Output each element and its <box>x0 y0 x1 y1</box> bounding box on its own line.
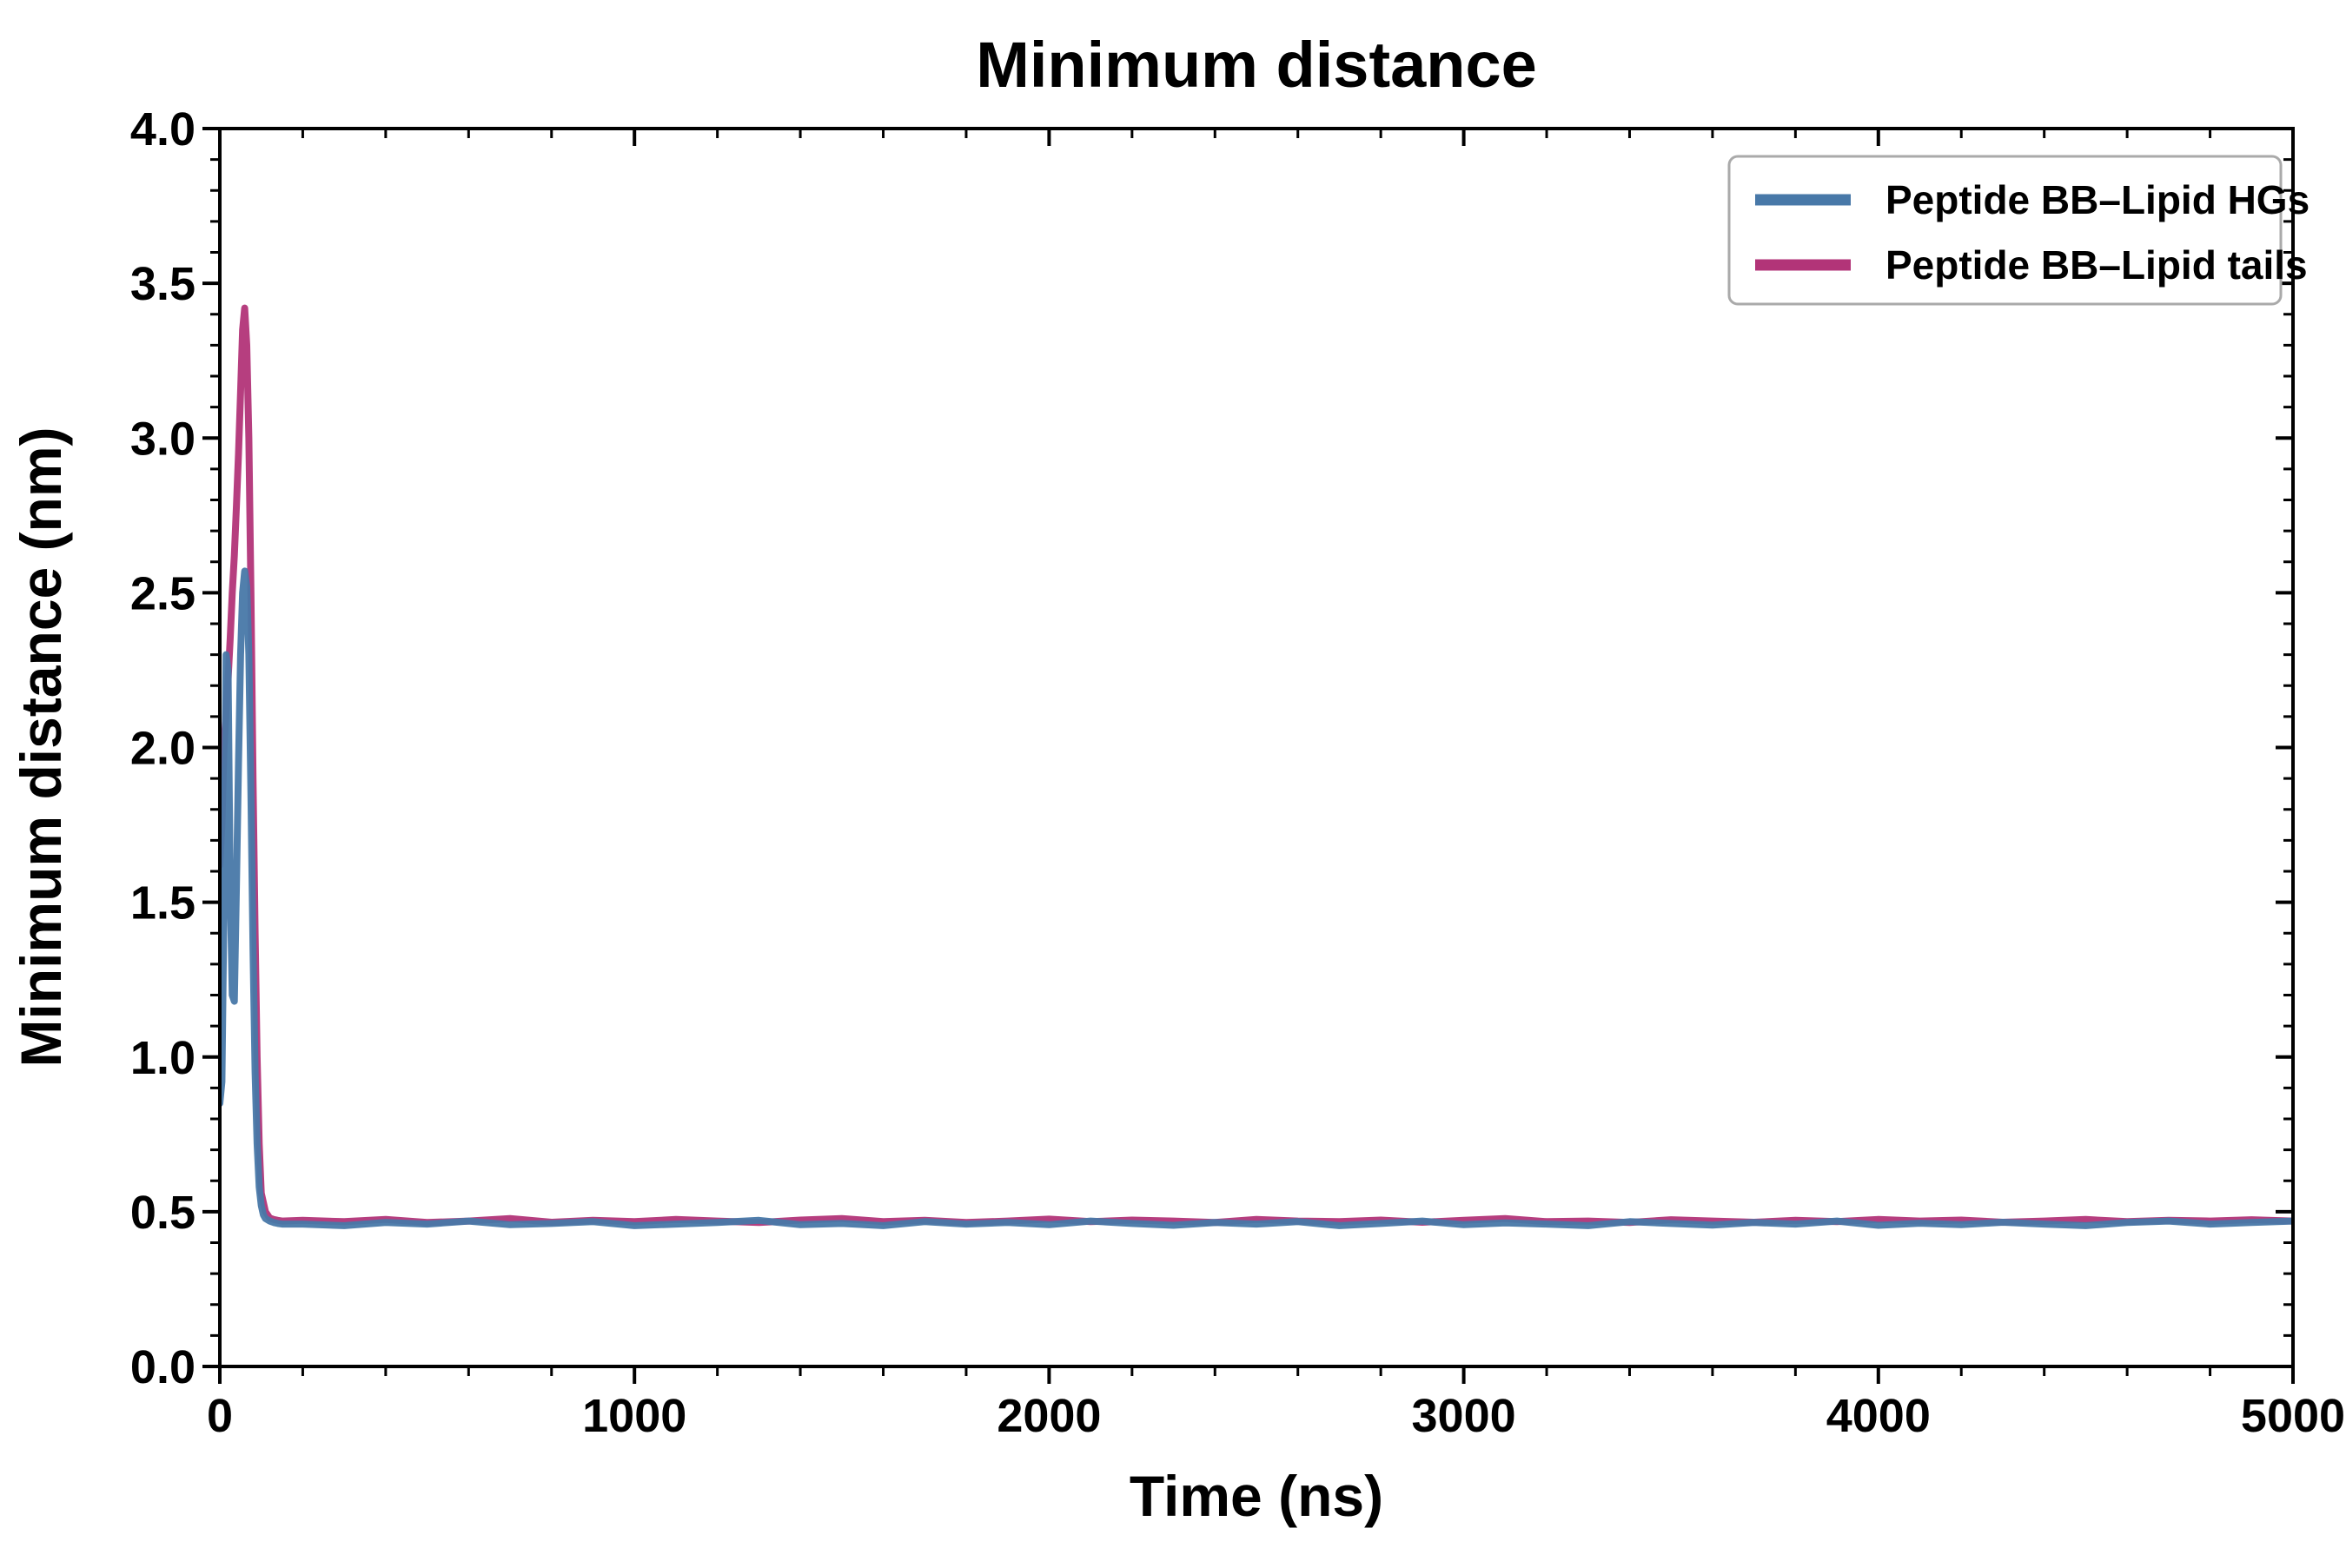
data-series-layer <box>220 304 2293 1229</box>
legend-label-hgs: Peptide BB–Lipid HGs <box>1885 177 2310 222</box>
y-tick-label: 4.0 <box>130 103 196 155</box>
axis-ticks <box>202 127 2295 1384</box>
y-tick-label: 1.5 <box>130 877 196 930</box>
x-tick-label: 1000 <box>582 1390 686 1442</box>
legend-label-tails: Peptide BB–Lipid tails <box>1885 242 2308 288</box>
y-tick-label: 2.0 <box>130 723 196 775</box>
tick-labels: 0 1000 2000 3000 4000 5000 0.0 0.5 1.0 1.5 2.0 2.5 3… <box>130 103 2345 1442</box>
x-tick-label: 2000 <box>997 1390 1101 1442</box>
y-tick-label: 1.0 <box>130 1032 196 1084</box>
y-tick-label: 3.0 <box>130 413 196 465</box>
y-tick-label: 2.5 <box>130 567 196 619</box>
y-tick-label: 3.5 <box>130 258 196 310</box>
plot-frame <box>218 127 2295 1368</box>
y-tick-label: 0.0 <box>130 1341 196 1393</box>
legend-box <box>1727 155 2283 306</box>
x-tick-label: 3000 <box>1412 1390 1516 1442</box>
chart-title: Minimum distance <box>976 29 1537 101</box>
y-tick-label: 0.5 <box>130 1187 196 1239</box>
x-tick-label: 4000 <box>1826 1390 1931 1442</box>
legend: Peptide BB–Lipid HGs Peptide BB–Lipid ta… <box>1727 155 2310 306</box>
y-axis-label: Minimum distance (nm) <box>9 427 73 1067</box>
x-tick-label: 0 <box>207 1390 233 1442</box>
series-line-0 <box>220 567 2293 1229</box>
series-line-1 <box>220 304 2293 1227</box>
x-tick-label: 5000 <box>2241 1390 2345 1442</box>
x-axis-label: Time (ns) <box>1130 1464 1383 1528</box>
